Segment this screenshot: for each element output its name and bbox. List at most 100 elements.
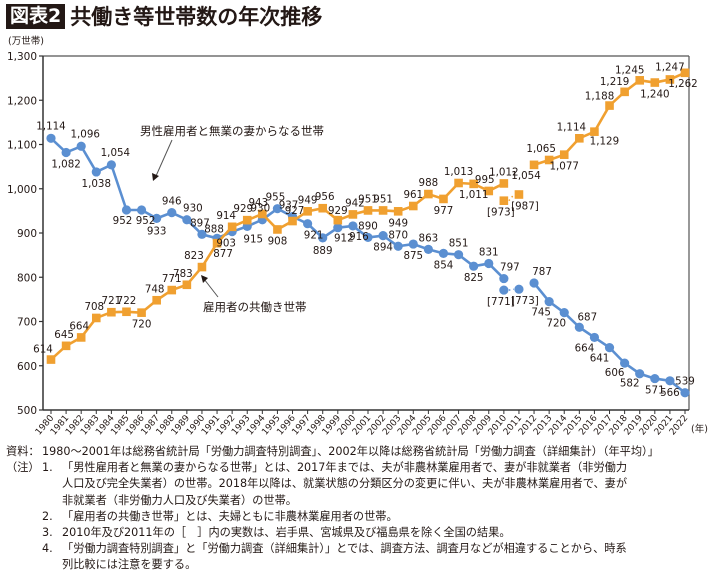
data-label: 933 <box>147 225 167 237</box>
data-point <box>303 207 312 216</box>
data-label: 1,013 <box>444 166 473 178</box>
data-point <box>152 213 162 223</box>
data-label: 645 <box>54 329 74 341</box>
data-label: 1,011 <box>459 189 488 201</box>
data-label: 949 <box>298 194 318 206</box>
data-label: 956 <box>315 191 335 203</box>
data-point <box>529 160 539 170</box>
data-point <box>121 205 132 215</box>
data-label: 916 <box>349 231 369 243</box>
data-point <box>197 262 207 272</box>
data-label: 1,240 <box>640 89 669 101</box>
data-point <box>363 206 373 215</box>
data-point <box>167 208 177 218</box>
data-point <box>348 210 358 219</box>
bracketed-label: [773] <box>511 295 539 307</box>
y-tick-label: 600 <box>17 361 37 373</box>
note-prefix <box>6 509 42 525</box>
data-point <box>288 216 297 226</box>
data-label: 664 <box>575 342 595 354</box>
data-label: 889 <box>313 245 333 257</box>
source-line: 資料： 1980～2001年は総務省統計局「労働力調査特別調査」、2002年以降… <box>6 444 706 460</box>
data-label: 929 <box>233 203 253 215</box>
bracketed-label: [771] <box>487 296 515 308</box>
note-continuation: 列比較には注意を要する。 <box>6 557 706 573</box>
data-point <box>408 201 418 211</box>
chart-title: 共働き等世帯数の年次推移 <box>70 4 323 29</box>
data-point <box>227 222 237 232</box>
data-point <box>650 373 660 384</box>
data-point <box>635 369 645 379</box>
data-point <box>590 127 599 136</box>
data-point <box>272 204 283 214</box>
note-prefix <box>6 476 42 492</box>
data-label: 1,219 <box>600 76 629 88</box>
data-label: 890 <box>358 220 378 232</box>
note-text: 「雇用者の共働き世帯」とは、夫婦ともに非農林業雇用者の世帯。 <box>62 509 398 523</box>
data-label: 1,245 <box>615 64 644 76</box>
data-point <box>46 133 56 143</box>
note-prefix <box>6 557 42 573</box>
data-point <box>454 178 463 188</box>
bracketed-point <box>499 285 509 295</box>
data-point <box>469 179 478 189</box>
data-point <box>182 215 192 225</box>
note-prefix <box>6 493 42 509</box>
data-label: 787 <box>532 266 552 278</box>
data-point <box>61 341 71 351</box>
data-label: 1,188 <box>585 91 614 103</box>
y-tick-label: 1,300 <box>7 51 37 63</box>
annotation-arrow-line <box>155 139 173 177</box>
data-point <box>575 134 584 143</box>
note-prefix: （注） <box>6 461 40 475</box>
data-point <box>91 167 101 177</box>
data-label: 606 <box>605 367 625 379</box>
data-label: 875 <box>403 250 423 262</box>
data-label: 894 <box>373 242 393 254</box>
bracketed-point <box>514 284 524 294</box>
data-label: 582 <box>620 378 640 390</box>
y-tick-label: 900 <box>17 228 37 240</box>
line-chart: 500 600 700 800 900 1,000 1,100 1,200 1,300 (万世帯)… <box>7 35 708 437</box>
data-point <box>303 219 313 229</box>
data-point <box>107 307 116 317</box>
y-tick-label: 700 <box>17 317 37 329</box>
data-point <box>106 160 116 170</box>
note-item: （注） 1. 「男性雇用者と無業の妻からなる世帯」とは、2017年までは、夫が非農林… <box>6 460 706 476</box>
bracketed-label: [973] <box>487 207 515 219</box>
data-label: 961 <box>403 189 423 201</box>
note-number: 3. <box>42 526 53 540</box>
data-label: 870 <box>388 229 408 241</box>
data-point <box>197 229 207 239</box>
data-point <box>484 258 494 269</box>
data-label: 854 <box>434 259 454 271</box>
data-label: 1,096 <box>70 128 99 140</box>
arrow-head-icon <box>201 275 208 283</box>
data-label: 708 <box>84 301 104 313</box>
data-label: 1,065 <box>526 143 555 155</box>
bracketed-point <box>499 196 509 205</box>
y-tick-label: 1,200 <box>7 95 37 107</box>
data-label: 995 <box>475 174 495 186</box>
note-text: 非就業者（非労働力人口及び失業者）の世帯。 <box>62 493 297 507</box>
data-label: 915 <box>243 233 263 245</box>
annotation-male-single-income: 男性雇用者と無業の妻からなる世帯 <box>140 124 324 138</box>
data-label: 863 <box>419 232 439 244</box>
data-point <box>318 233 328 243</box>
footnotes: 資料： 1980～2001年は総務省統計局「労働力調査特別調査」、2002年以降… <box>6 444 706 574</box>
data-point <box>61 147 71 158</box>
data-point <box>258 209 267 219</box>
note-item: 3. 2010年及び2011年の［ ］内の実数は、岩手県、宮城県及び福島県を除く全… <box>6 525 706 541</box>
y-axis-unit: (万世帯) <box>8 35 44 47</box>
data-point <box>393 207 403 216</box>
note-text: 人口及び完全失業者）の世帯。2018年以降は、就業状態の分類区分の変更に伴い、夫… <box>62 477 628 491</box>
data-point <box>378 231 388 241</box>
data-point <box>122 307 131 317</box>
data-point <box>137 308 146 317</box>
data-point <box>91 313 101 323</box>
data-point <box>76 333 86 342</box>
data-label: 1,054 <box>101 147 130 159</box>
data-label: 949 <box>388 217 408 229</box>
source-prefix: 資料： <box>6 445 40 458</box>
data-label: 937 <box>279 200 299 212</box>
